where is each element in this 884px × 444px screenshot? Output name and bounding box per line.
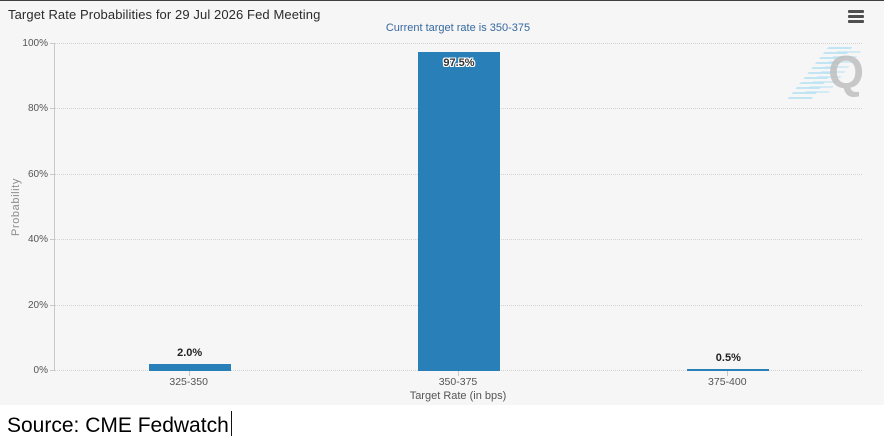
y-axis-title: Probability <box>10 178 22 236</box>
bar-value-label: 2.0% <box>177 347 203 360</box>
gridline-100% <box>55 43 862 44</box>
watermark-logo: Q <box>787 43 870 105</box>
x-axis-tick <box>188 371 190 376</box>
hamburger-bar <box>848 20 864 23</box>
x-axis-title: Target Rate (in bps) <box>409 390 507 402</box>
y-axis-tick <box>50 304 55 306</box>
fedwatch-chart-panel: Target Rate Probabilities for 29 Jul 202… <box>0 0 884 402</box>
y-tick-label: 40% <box>27 234 48 246</box>
document-caption-area[interactable]: Source: CME Fedwatch <box>0 405 884 444</box>
source-caption[interactable]: Source: CME Fedwatch <box>7 411 233 438</box>
y-axis-tick <box>50 108 55 110</box>
text-cursor <box>230 411 233 436</box>
y-tick-label: 100% <box>22 38 48 49</box>
x-axis-tick <box>727 371 729 376</box>
hamburger-bar <box>848 10 864 13</box>
bar-value-label: 0.5% <box>715 352 741 364</box>
y-tick-label: 20% <box>27 299 48 311</box>
chart-subtitle: Current target rate is 350-375 <box>385 22 531 34</box>
bar-375-400[interactable] <box>687 369 770 371</box>
y-axis-tick <box>50 239 55 241</box>
watermark-q-letter: Q <box>828 46 864 98</box>
y-tick-label: 80% <box>27 103 48 115</box>
y-tick-label: 0% <box>33 365 48 376</box>
plot-area: 2.0% 97.5% 0.5% <box>50 43 862 371</box>
source-caption-text: Source: CME Fedwatch <box>7 414 229 437</box>
chart-title: Target Rate Probabilities for 29 Jul 202… <box>8 7 321 22</box>
x-axis-tick <box>458 371 459 376</box>
bar-350-375[interactable] <box>418 52 500 371</box>
y-axis-tick <box>50 43 55 44</box>
y-axis-tick <box>50 370 55 371</box>
x-tick-label: 375-400 <box>708 376 747 388</box>
bar-value-label: 97.5% <box>443 57 475 70</box>
x-tick-label: 325-350 <box>169 376 208 388</box>
bar-325-350[interactable] <box>148 364 231 371</box>
x-tick-label: 350-375 <box>438 376 478 388</box>
hamburger-menu-icon[interactable] <box>848 10 864 23</box>
y-axis-tick <box>50 173 55 175</box>
hamburger-bar <box>848 15 864 18</box>
y-tick-label: 60% <box>27 168 48 180</box>
